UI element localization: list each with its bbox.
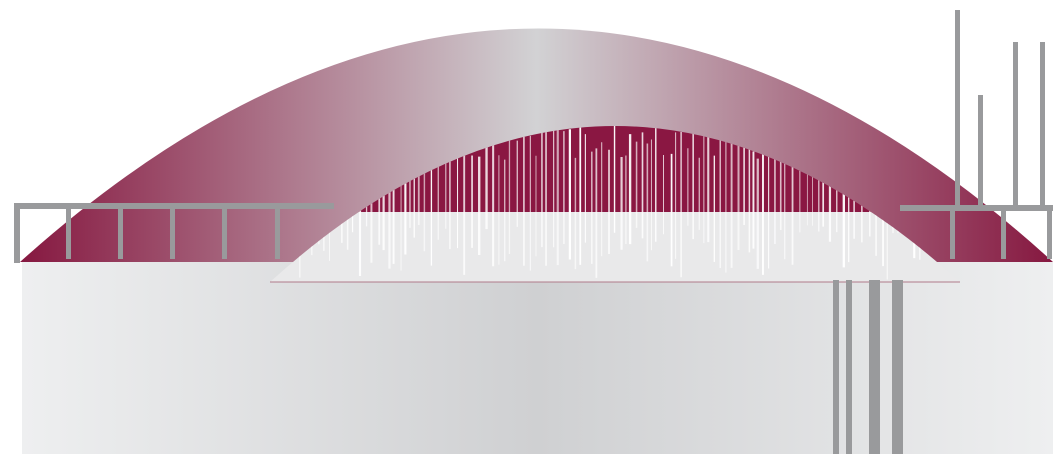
rail-post: [275, 209, 280, 259]
illustration: [0, 0, 1053, 454]
rail-post: [950, 211, 955, 259]
tall-pole: [978, 95, 983, 206]
rail-post: [118, 209, 123, 259]
rail-post: [222, 209, 227, 259]
rail-bar: [900, 205, 1053, 211]
column: [892, 280, 903, 454]
column: [846, 280, 852, 454]
rail-post: [14, 203, 20, 263]
tall-pole: [955, 10, 960, 206]
rail-post: [170, 209, 175, 259]
rail-post: [1047, 211, 1052, 259]
rail-bar: [14, 203, 334, 209]
rail-post: [66, 209, 71, 259]
tall-pole: [1013, 42, 1018, 206]
column: [869, 280, 880, 454]
tall-pole: [1040, 42, 1045, 206]
rail-post: [1001, 211, 1006, 259]
column: [833, 280, 839, 454]
